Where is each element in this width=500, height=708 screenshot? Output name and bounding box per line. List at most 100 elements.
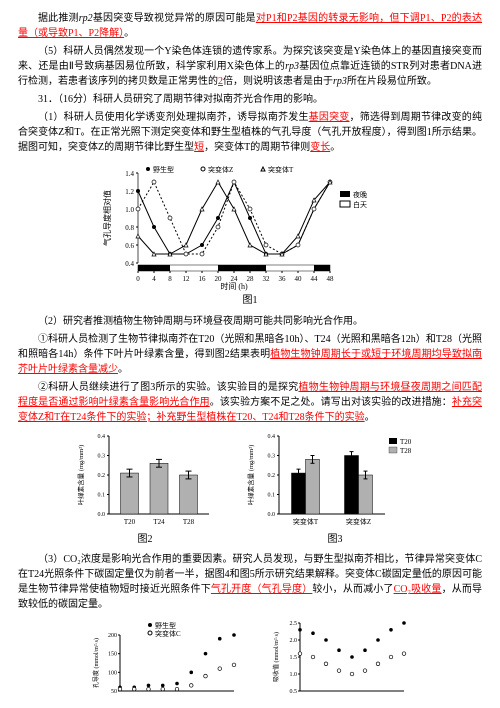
svg-text:0.1: 0.1 [268,493,276,499]
paragraph-q31: 31．（16分）科研人员研究了周期节律对拟南芥光合作用的影响。 [18,92,482,107]
svg-text:野生型: 野生型 [155,621,176,630]
svg-text:0: 0 [136,275,140,283]
svg-text:0.3: 0.3 [98,454,106,460]
svg-text:0.8: 0.8 [125,224,134,232]
svg-text:叶绿素含量 (mg/mm²): 叶绿素含量 (mg/mm²) [246,445,255,506]
svg-text:1.4: 1.4 [125,170,134,178]
paragraph-q31-1: （1）科研人员使用化学诱变剂处理拟南芥，诱导拟南芥发生基因突变，筛选得到周期节律… [18,110,482,155]
svg-text:1.2: 1.2 [125,188,134,196]
svg-text:野生型: 野生型 [153,165,174,174]
svg-text:0.3: 0.3 [268,454,276,460]
svg-text:0.4: 0.4 [98,434,106,440]
svg-text:0.2: 0.2 [98,473,106,479]
text: 。该实验方案不足之处。请写出对该实验的改进措施： [210,397,452,408]
svg-text:突变体T: 突变体T [293,517,319,526]
svg-text:32: 32 [263,275,271,283]
svg-text:100: 100 [108,670,117,676]
paragraph-q31-3: （3）CO₂浓度是影响光合作用的重要因素。研究人员发现，与野生型拟南芥相比，节律… [18,552,482,612]
figure-2-chart: 0.0 0.1 0.2 0.3 0.4 T20 T24 T28 叶绿素含量 (mg/mm²) [75,430,215,530]
text: 叶绿素含量 [134,349,184,360]
text: 。 [330,142,340,153]
figure-1-label: 图1 [18,293,482,308]
figure-4-wrap: 50 100 150 200 孔导度 (mmol/m²·s) 野生型突变体C [90,617,240,697]
svg-text:突变体Z: 突变体Z [346,517,371,526]
figure-2-wrap: 0.0 0.1 0.2 0.3 0.4 T20 T24 T28 叶绿素含量 (mg/mm²) 图… [75,430,215,547]
svg-text:8: 8 [168,275,172,283]
text: ，突变体T的周期节律则 [204,142,310,153]
svg-text:0.0: 0.0 [98,512,106,518]
svg-text:150: 150 [108,652,117,658]
svg-text:突变体Z: 突变体Z [208,165,233,174]
svg-text:50: 50 [111,689,117,695]
svg-text:T28: T28 [400,447,412,455]
svg-text:12: 12 [183,275,191,283]
paragraph-q31-2: （2）研究者推测植物生物钟周期与环境昼夜周期可能共同影响光合作用。 [18,314,482,329]
svg-text:40: 40 [295,275,303,283]
svg-text:200: 200 [108,633,117,639]
svg-text:0.6: 0.6 [125,242,134,250]
svg-text:T20: T20 [400,438,412,446]
figure-4-5-row: 50 100 150 200 孔导度 (mmol/m²·s) 野生型突变体C 0.5 1.0… [18,617,482,697]
paragraph-q31-2-1: ①科研人员检测了生物节律拟南芥在T20（光照和黑暗各10h）、T24（光照和黑暗… [18,332,482,377]
answer-text: CO₂吸收量 [394,584,442,595]
figure-1-chart: 0.40.60.81.01.21.40481216202428323640444… [100,161,400,291]
text: 。 [365,412,375,423]
svg-text:T28: T28 [183,518,195,526]
svg-text:0.5: 0.5 [290,689,298,695]
svg-text:白天: 白天 [353,200,367,209]
text: 所在片段易位所致。 [347,76,437,87]
figure-1-wrap: 0.40.60.81.01.21.40481216202428323640444… [18,161,482,308]
text: ，得到图2结果表明 [184,349,270,360]
svg-text:气孔导度相对值: 气孔导度相对值 [102,190,112,246]
text: （1）科研人员使用化学诱变剂处理拟南芥，诱导拟南芥发生 [38,112,309,123]
paragraph-q31-2-2: ②科研人员继续进行了图3所示的实验。该实验目的是探究植物生物钟周期与环境昼夜周期… [18,380,482,425]
figure-5-chart: 0.5 1.0 1.5 2.0 2.5 吸收值 (mmol/m²·s) [270,617,410,697]
svg-text:2.5: 2.5 [290,621,298,627]
figure-2-label: 图2 [75,532,215,547]
gene-italic: rp2 [79,13,93,24]
figure-3-chart: 0.0 0.1 0.2 0.3 0.4 突变体T 突变体Z 叶绿素含量 (mg/mm²) T20… [245,430,425,530]
svg-text:0.4: 0.4 [268,434,276,440]
svg-text:36: 36 [279,275,287,283]
svg-text:突变体C: 突变体C [155,629,181,638]
figure-3-label: 图3 [245,532,425,547]
answer-text: 气孔开度（气孔导度） [211,584,313,595]
svg-text:突变体T: 突变体T [268,165,294,174]
svg-text:吸收值 (mmol/m²·s): 吸收值 (mmol/m²·s) [272,632,280,682]
svg-text:0.1: 0.1 [98,493,106,499]
text: 基因突变导致视觉异常的原因可能是 [93,13,256,24]
svg-text:0.4: 0.4 [125,260,134,268]
svg-text:16: 16 [199,275,207,283]
svg-text:4: 4 [152,275,156,283]
text: 。 [124,28,134,39]
svg-text:0.0: 0.0 [268,512,276,518]
text: 。 [118,364,128,375]
text: ②科研人员继续进行了图3所示的实验。该实验目的是探究 [38,382,298,393]
text: 较小，从而减小了 [312,584,393,595]
svg-text:夜晚: 夜晚 [353,190,367,199]
answer-text: 变长 [310,142,330,153]
svg-text:叶绿素含量 (mg/mm²): 叶绿素含量 (mg/mm²) [76,445,85,506]
svg-text:T20: T20 [124,518,136,526]
svg-text:48: 48 [327,275,335,283]
svg-text:1.0: 1.0 [290,672,298,678]
svg-text:孔导度 (mmol/m²·s): 孔导度 (mmol/m²·s) [92,638,100,688]
svg-text:1.5: 1.5 [290,655,298,661]
text: 据此推测 [38,13,79,24]
figure-2-3-row: 0.0 0.1 0.2 0.3 0.4 T20 T24 T28 叶绿素含量 (mg/mm²) 图… [18,430,482,547]
figure-4-chart: 50 100 150 200 孔导度 (mmol/m²·s) 野生型突变体C [90,617,240,697]
gene-italic: rp3 [285,61,299,72]
figure-3-wrap: 0.0 0.1 0.2 0.3 0.4 突变体T 突变体Z 叶绿素含量 (mg/mm²) T20… [245,430,425,547]
svg-text:时间 (h): 时间 (h) [220,281,248,291]
svg-text:T24: T24 [153,518,165,526]
paragraph-q5: （5）科研人员偶然发现一个Y染色体连锁的遗传家系。为探究该突变是Y染色体上的基因… [18,44,482,89]
paragraph-rp2: 据此推测rp2基因突变导致视觉异常的原因可能是对P1和P2基因的转录无影响，但下… [18,11,482,41]
svg-text:0.2: 0.2 [268,473,276,479]
svg-text:2.0: 2.0 [290,638,298,644]
answer-text: 基因突变 [309,112,350,123]
answer-text: 短 [194,142,204,153]
svg-text:44: 44 [311,275,319,283]
gene-italic: rp3 [333,76,347,87]
figure-5-wrap: 0.5 1.0 1.5 2.0 2.5 吸收值 (mmol/m²·s) [270,617,410,697]
text: 倍，则说明该患者是由于 [223,76,333,87]
